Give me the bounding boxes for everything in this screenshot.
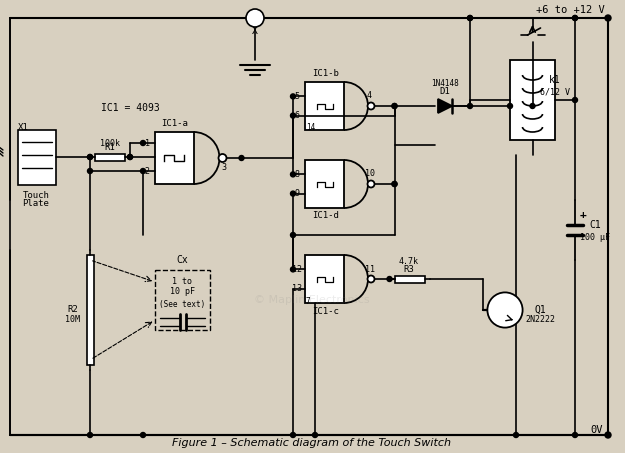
- Circle shape: [572, 15, 578, 20]
- Text: 4.7k: 4.7k: [399, 256, 419, 265]
- Circle shape: [392, 103, 397, 109]
- Circle shape: [141, 169, 146, 173]
- Text: IC1-d: IC1-d: [312, 212, 339, 221]
- Circle shape: [312, 433, 318, 438]
- Circle shape: [291, 113, 296, 118]
- Circle shape: [291, 94, 296, 99]
- Circle shape: [141, 433, 146, 438]
- Text: +: +: [580, 210, 587, 220]
- Text: 1N4148: 1N4148: [431, 79, 459, 88]
- Text: © Maplin Electronics: © Maplin Electronics: [254, 295, 370, 305]
- Circle shape: [219, 154, 226, 162]
- Text: R2: R2: [68, 305, 78, 314]
- Text: R3: R3: [404, 265, 414, 274]
- Text: 100 µF: 100 µF: [580, 232, 610, 241]
- Bar: [87, 255, 94, 365]
- Text: 8: 8: [294, 170, 299, 179]
- Text: 6: 6: [294, 111, 299, 120]
- Circle shape: [468, 15, 472, 20]
- Text: Plate: Plate: [22, 199, 49, 208]
- Circle shape: [514, 433, 519, 438]
- Text: Figure 1 – Schematic diagram of the Touch Switch: Figure 1 – Schematic diagram of the Touc…: [173, 438, 451, 448]
- Circle shape: [291, 191, 296, 196]
- Circle shape: [605, 15, 611, 21]
- Circle shape: [368, 180, 374, 188]
- Circle shape: [141, 140, 146, 145]
- Text: 2: 2: [144, 167, 149, 175]
- Circle shape: [88, 169, 92, 173]
- Text: 11: 11: [364, 265, 374, 274]
- Text: Cx: Cx: [177, 255, 188, 265]
- Bar: [394, 276, 424, 283]
- Circle shape: [572, 97, 578, 102]
- Text: +6 to +12 V: +6 to +12 V: [536, 5, 604, 15]
- Text: k1: k1: [549, 75, 561, 85]
- Circle shape: [488, 292, 522, 328]
- Bar: [305, 82, 344, 130]
- Circle shape: [605, 432, 611, 438]
- Circle shape: [508, 103, 512, 109]
- Circle shape: [246, 9, 264, 27]
- Text: 12: 12: [292, 265, 302, 274]
- Circle shape: [127, 154, 132, 159]
- Circle shape: [392, 103, 397, 109]
- Polygon shape: [438, 99, 452, 113]
- Circle shape: [239, 155, 244, 160]
- FancyBboxPatch shape: [18, 130, 56, 185]
- Text: 1 to: 1 to: [173, 278, 192, 286]
- Text: 13: 13: [292, 284, 302, 293]
- Circle shape: [291, 232, 296, 237]
- Text: 10M: 10M: [66, 315, 81, 324]
- Text: IC1 = 4093: IC1 = 4093: [101, 103, 159, 113]
- Circle shape: [572, 433, 578, 438]
- Bar: [95, 154, 125, 161]
- Text: 7: 7: [306, 297, 311, 305]
- Circle shape: [88, 154, 92, 159]
- Text: 9: 9: [294, 189, 299, 198]
- Text: 3: 3: [221, 164, 226, 173]
- Text: Touch: Touch: [22, 191, 49, 199]
- Text: 5: 5: [294, 92, 299, 101]
- Bar: [510, 60, 555, 140]
- Bar: [305, 160, 344, 208]
- Circle shape: [368, 275, 374, 283]
- Text: 100k: 100k: [100, 139, 120, 148]
- Circle shape: [127, 154, 132, 159]
- Circle shape: [468, 15, 472, 20]
- Text: R1: R1: [104, 143, 116, 151]
- Circle shape: [387, 276, 392, 281]
- Text: X1: X1: [18, 122, 28, 131]
- Text: 10 pF: 10 pF: [170, 288, 195, 297]
- Text: 6/12 V: 6/12 V: [539, 87, 569, 96]
- Text: 14: 14: [306, 124, 315, 132]
- Circle shape: [530, 103, 535, 109]
- Text: 4: 4: [367, 92, 372, 101]
- Circle shape: [392, 182, 397, 187]
- Text: Q1: Q1: [534, 305, 546, 315]
- Circle shape: [88, 433, 92, 438]
- Circle shape: [291, 267, 296, 272]
- Text: D1: D1: [439, 87, 451, 96]
- Circle shape: [291, 433, 296, 438]
- Circle shape: [392, 182, 397, 187]
- Text: 1: 1: [144, 139, 149, 148]
- Text: 2N2222: 2N2222: [525, 315, 555, 324]
- FancyBboxPatch shape: [155, 132, 194, 184]
- Text: IC1-a: IC1-a: [161, 119, 188, 127]
- Text: 0V: 0V: [590, 425, 602, 435]
- Circle shape: [88, 154, 92, 159]
- Circle shape: [572, 15, 578, 20]
- Circle shape: [291, 172, 296, 177]
- Text: X: X: [252, 26, 258, 36]
- Circle shape: [368, 102, 374, 110]
- Text: (See text): (See text): [159, 299, 206, 308]
- Bar: [305, 255, 344, 303]
- Circle shape: [468, 103, 472, 109]
- Text: 10: 10: [364, 169, 374, 178]
- Text: IC1-b: IC1-b: [312, 69, 339, 78]
- Text: C1: C1: [589, 220, 601, 230]
- Text: IC1-c: IC1-c: [312, 307, 339, 315]
